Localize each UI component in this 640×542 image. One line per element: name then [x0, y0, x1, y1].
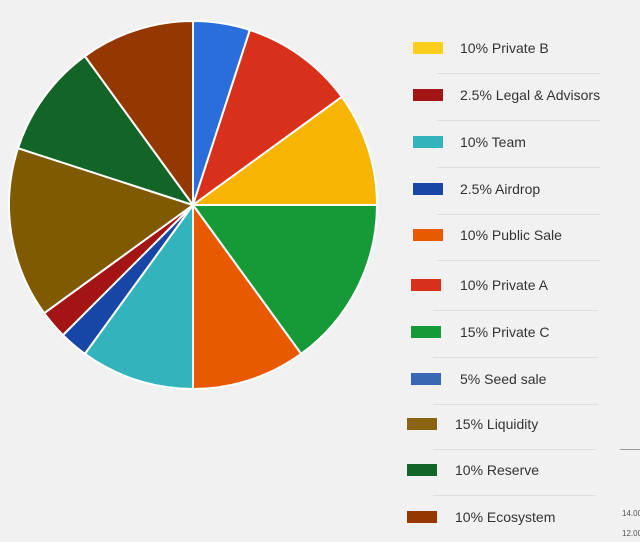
legend-label: 10% Private B	[460, 40, 549, 56]
legend-label: 10% Public Sale	[460, 227, 562, 243]
legend-swatch	[413, 89, 443, 101]
pie-slice-ecosystem	[83, 20, 194, 206]
pie-slice-reserve	[17, 55, 194, 206]
legend-item-10-private-b: 10% Private B	[0, 39, 640, 59]
edge-tick-label-1: 14.00	[622, 509, 640, 518]
legend-swatch	[407, 464, 437, 476]
legend-item-10-team: 10% Team	[0, 133, 640, 153]
legend-swatch	[407, 511, 437, 523]
legend-divider	[433, 404, 598, 405]
legend-label: 10% Ecosystem	[455, 509, 556, 525]
pie-slice-team	[83, 204, 194, 390]
legend-label: 5% Seed sale	[460, 371, 547, 387]
legend-divider	[433, 310, 598, 311]
legend-label: 10% Team	[460, 134, 526, 150]
legend-item-10-reserve: 10% Reserve	[0, 461, 640, 481]
legend-item-15-liquidity: 15% Liquidity	[0, 415, 640, 435]
legend-label: 15% Private C	[460, 324, 550, 340]
legend-swatch	[411, 373, 441, 385]
legend-label: 2.5% Airdrop	[460, 181, 541, 197]
legend-item-10-private-a: 10% Private A	[0, 276, 640, 296]
legend-swatch	[411, 279, 441, 291]
legend-item-10-ecosystem: 10% Ecosystem	[0, 508, 640, 528]
legend-label: 2.5% Legal & Advisors	[460, 87, 601, 103]
legend-swatch	[413, 229, 443, 241]
legend-label: 15% Liquidity	[455, 416, 539, 432]
legend-divider	[437, 260, 600, 261]
legend-divider	[437, 73, 600, 74]
edge-tick-label-2: 12.00	[622, 529, 640, 538]
pie-slice-private-c	[192, 204, 378, 355]
legend-label: 10% Reserve	[455, 462, 540, 478]
legend-divider	[437, 214, 600, 215]
pie-slice-liquidity	[8, 147, 194, 315]
legend-item-5-seed-sale: 5% Seed sale	[0, 370, 640, 390]
pie-chart	[8, 20, 378, 390]
legend-swatch	[413, 136, 443, 148]
legend-divider	[433, 449, 596, 450]
pie-slice-private-b	[192, 95, 378, 206]
legend-divider	[437, 167, 600, 168]
legend-item-10-public-sale: 10% Public Sale	[0, 226, 640, 246]
legend-swatch	[413, 42, 443, 54]
legend-label: 10% Private A	[460, 277, 548, 293]
legend-divider	[433, 357, 598, 358]
legend-item-2-5-legal-advisors: 2.5% Legal & Advisors	[0, 86, 640, 106]
legend-item-2-5-airdrop: 2.5% Airdrop	[0, 180, 640, 200]
legend-swatch	[411, 326, 441, 338]
legend-swatch	[413, 183, 443, 195]
legend-item-15-private-c: 15% Private C	[0, 323, 640, 343]
edge-axis-line	[620, 449, 640, 450]
pie-slice-public-sale	[192, 204, 303, 390]
legend-swatch	[407, 418, 437, 430]
legend-divider	[437, 120, 600, 121]
legend-divider	[433, 495, 596, 496]
pie-slice-private-a	[192, 29, 343, 206]
